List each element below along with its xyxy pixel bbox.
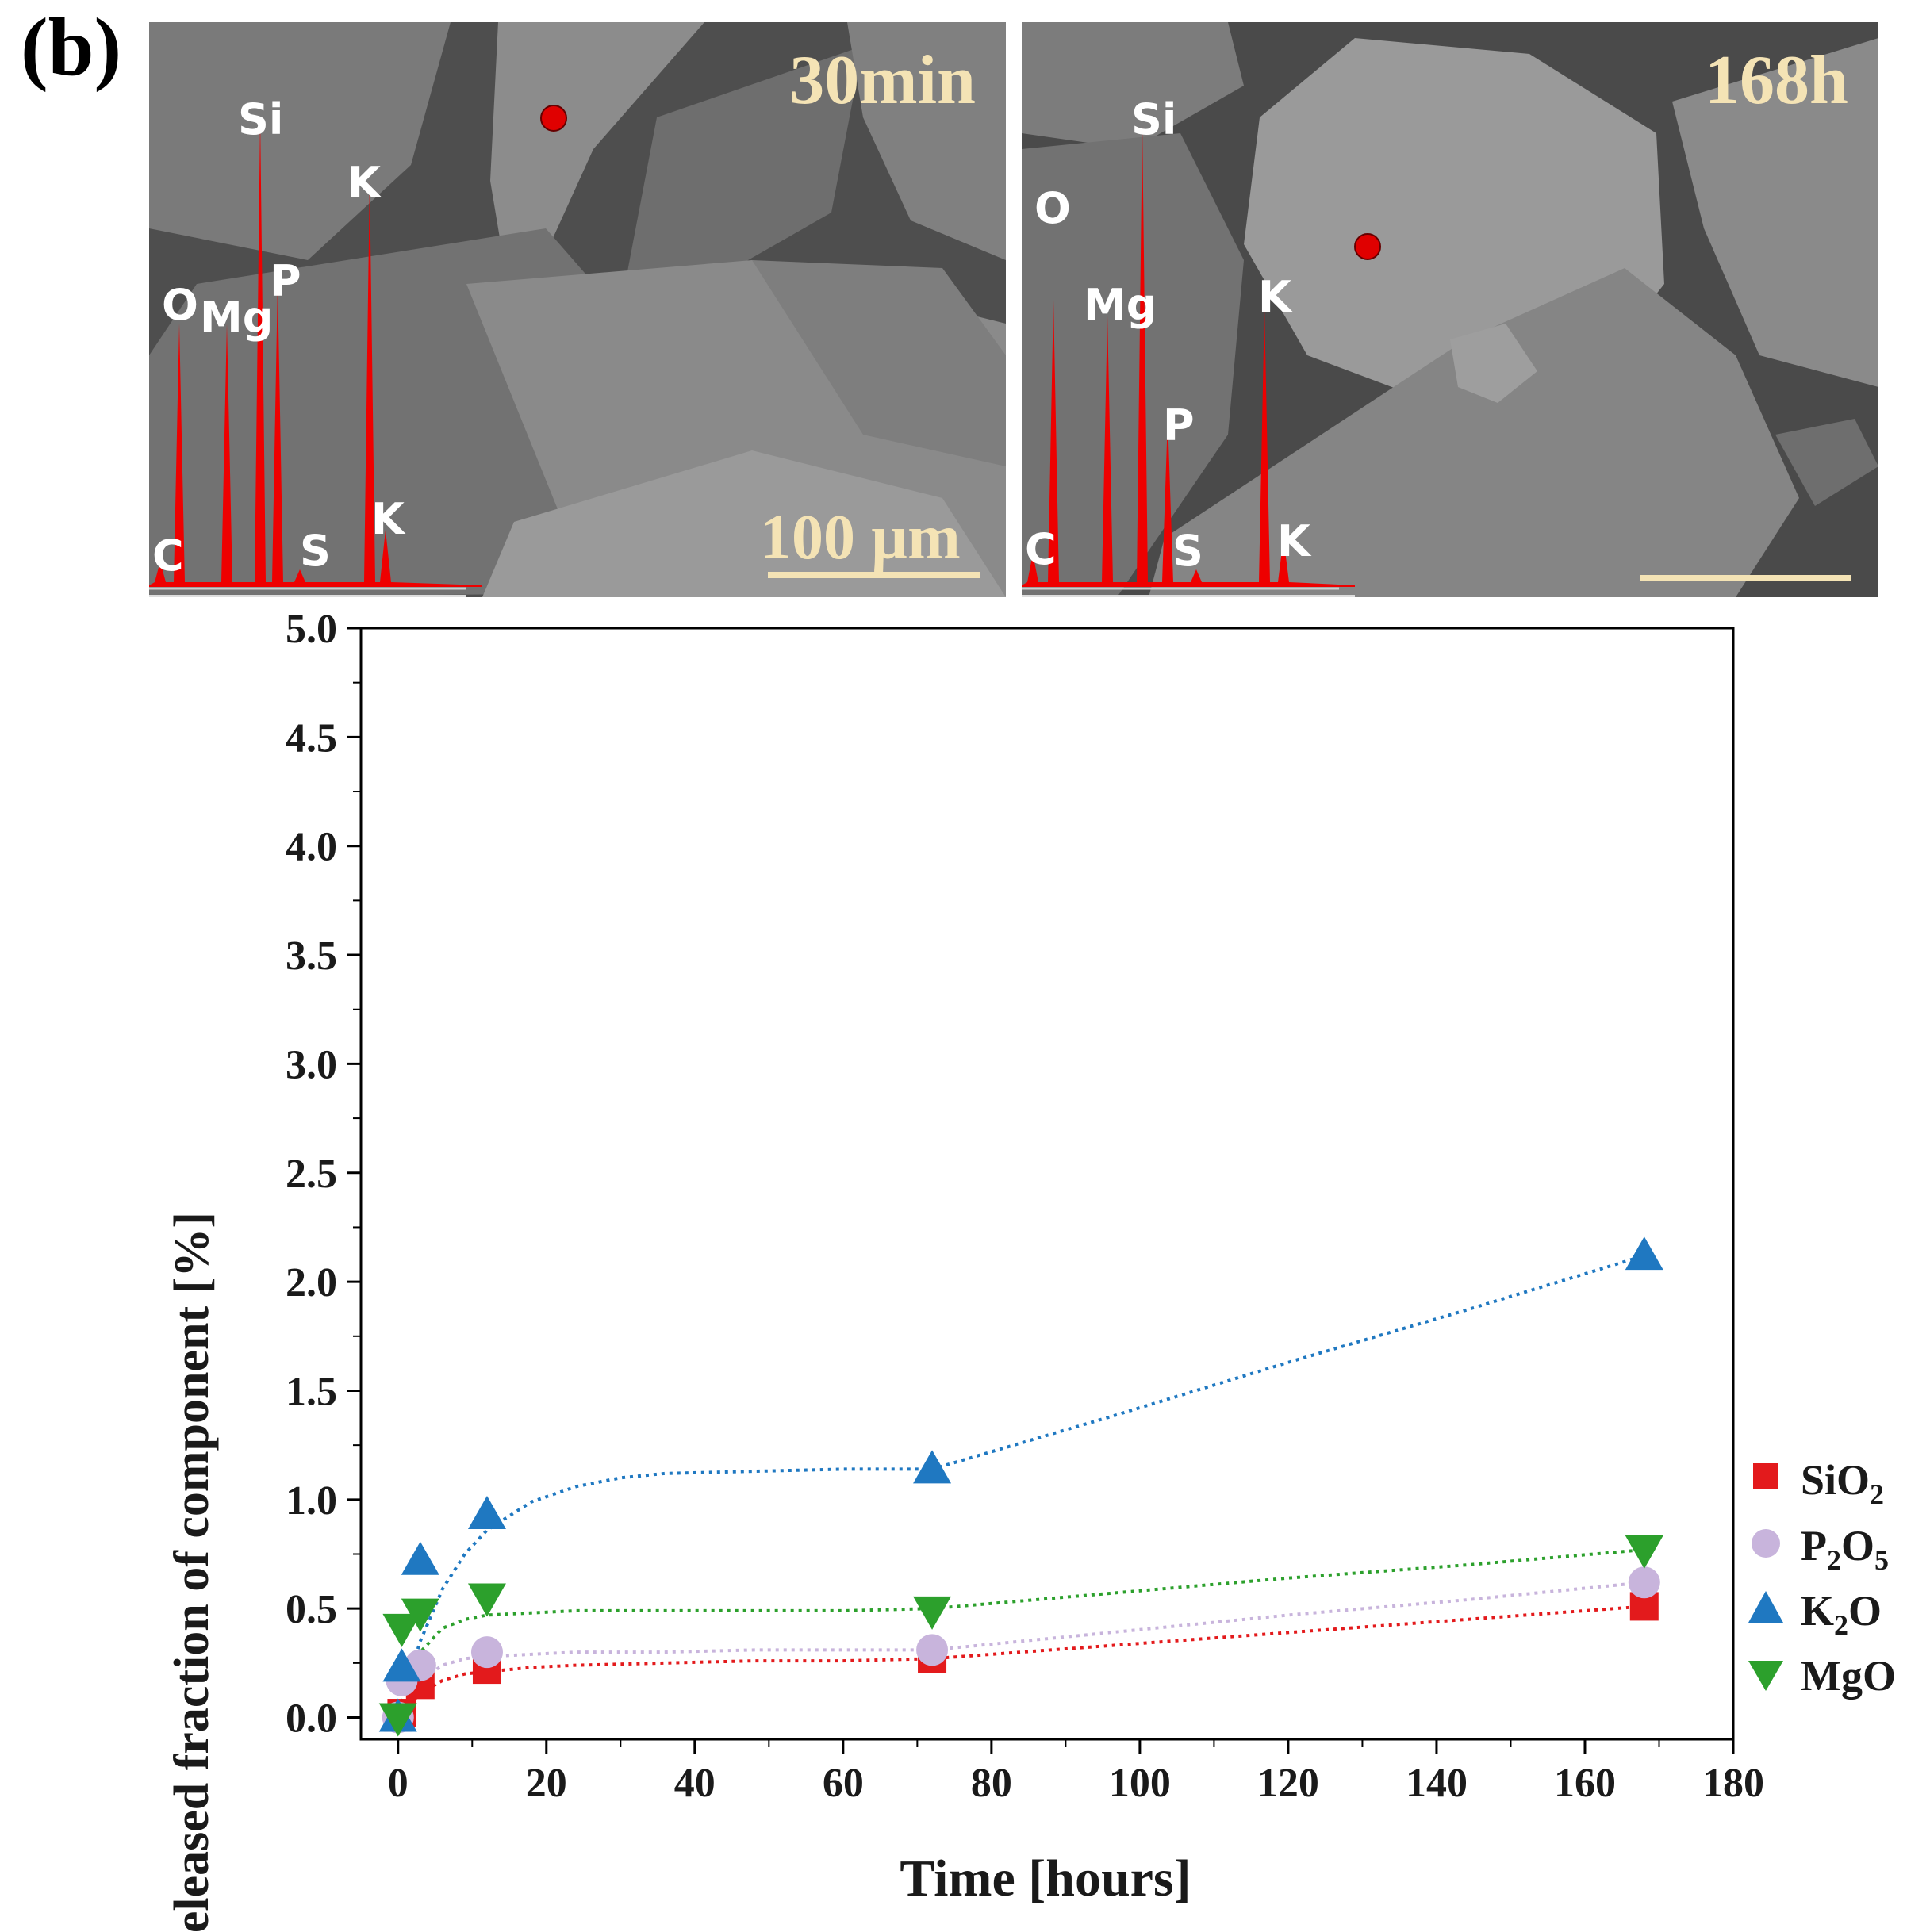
scale-bar-label: 100 µm [760, 503, 961, 573]
x-tick-label: 20 [526, 1761, 567, 1806]
sem-micrograph-30min [149, 22, 1006, 597]
time-label-168h: 168h [1705, 42, 1848, 119]
edx-spectrum-trace [1022, 125, 1355, 587]
y-tick-label: 2.0 [286, 1260, 337, 1305]
edx-peak-label-k-alpha: K [347, 158, 381, 208]
fit-lines [396, 1254, 1645, 1719]
fit-line-p2o5 [396, 1581, 1644, 1719]
legend-marker-square-icon [1753, 1463, 1778, 1489]
legend-label-k2o: K2O [1801, 1587, 1882, 1641]
time-label-30min: 30min [789, 42, 976, 119]
y-tick-label: 3.0 [286, 1042, 337, 1087]
edx-spot-marker [1354, 233, 1381, 260]
data-point-mgo [382, 1613, 421, 1647]
edx-peak-label-s: S [1172, 526, 1203, 576]
scale-bar [768, 572, 980, 578]
fit-line-sio2 [397, 1604, 1644, 1719]
y-tick-label: 1.0 [286, 1478, 337, 1524]
edx-spectrum-30min [149, 117, 482, 590]
x-tick-label: 80 [971, 1761, 1012, 1806]
y-tick-label: 4.5 [286, 715, 337, 761]
sem-image-168h: 168h C O Mg Si P S K K [1022, 22, 1878, 597]
data-point-k2o [913, 1450, 952, 1484]
edx-spectrum-168h [1022, 125, 1355, 590]
y-tick-label: 5.0 [286, 607, 337, 652]
data-point-p2o5 [916, 1634, 949, 1666]
legend-label-p2o5: P2O5 [1801, 1522, 1890, 1576]
panel-label: (b) [21, 2, 122, 93]
x-tick-label: 40 [674, 1761, 716, 1806]
legend-marker-triangle-down-icon [1748, 1661, 1783, 1691]
edx-peak-label-k-beta: K [1277, 516, 1310, 566]
edx-peak-label-k-beta: K [371, 494, 405, 544]
x-axis-title: Time [hours] [900, 1850, 1191, 1907]
data-point-k2o [1625, 1236, 1663, 1271]
legend-label-sio2: SiO2 [1801, 1456, 1885, 1510]
edx-peak-label-k-alpha: K [1258, 272, 1291, 322]
data-point-k2o [382, 1648, 421, 1682]
data-point-mgo [1625, 1535, 1663, 1570]
fit-line-mgo [396, 1548, 1644, 1719]
sem-micrograph-168h [1022, 22, 1878, 597]
edx-peak-label-c: C [1025, 524, 1057, 574]
release-chart: 0 20 40 60 80 100 120 140 160 180 0.0 0.5 1.0 1.5 2.0 2… [165, 607, 1764, 1932]
plot-frame [359, 627, 1735, 1741]
y-tick-label: 4.0 [286, 825, 337, 870]
legend-label-mgo: MgO [1801, 1652, 1896, 1700]
data-point-mgo [467, 1583, 506, 1617]
data-point-k2o [467, 1496, 506, 1530]
data-points [378, 1236, 1663, 1737]
y-tick-label: 3.5 [286, 933, 337, 979]
x-tick-label: 60 [823, 1761, 864, 1806]
scale-bar [1640, 575, 1851, 581]
data-point-mgo [401, 1598, 439, 1632]
y-tick-label: 2.5 [286, 1152, 337, 1197]
legend-marker-circle-icon [1752, 1529, 1780, 1558]
sem-image-30min: 30min 100 µm C O Mg Si P S K K [149, 22, 1006, 597]
data-point-mgo [913, 1596, 952, 1630]
edx-peak-label-p: P [270, 256, 301, 306]
edx-peak-label-si: Si [238, 94, 284, 144]
x-tick-label: 160 [1554, 1761, 1616, 1806]
data-point-p2o5 [1628, 1566, 1660, 1599]
data-point-mgo [378, 1703, 417, 1737]
x-tick-label: 0 [388, 1761, 409, 1806]
edx-peak-label-si: Si [1131, 94, 1177, 144]
chart-axes: 0 20 40 60 80 100 120 140 160 180 0.0 0.5 1.0 1.5 2.0 2… [286, 607, 1764, 1806]
edx-peak-label-mg: Mg [1084, 280, 1157, 330]
edx-peak-label-mg: Mg [200, 293, 274, 343]
y-tick-label: 1.5 [286, 1369, 337, 1414]
x-tick-label: 120 [1257, 1761, 1319, 1806]
data-point-k2o [401, 1541, 439, 1575]
y-tick-label: 0.5 [286, 1587, 337, 1632]
y-tick-label: 0.0 [286, 1696, 337, 1742]
fit-line-k2o [396, 1254, 1645, 1719]
x-tick-label: 180 [1702, 1761, 1764, 1806]
edx-spectrum-trace [149, 117, 482, 587]
edx-peak-label-p: P [1163, 401, 1195, 450]
edx-peak-label-s: S [300, 526, 331, 576]
legend-marker-triangle-up-icon [1748, 1591, 1783, 1623]
y-axis-title: Released fraction of component [%] [165, 1212, 219, 1932]
edx-peak-label-o: O [1034, 183, 1071, 233]
data-point-p2o5 [470, 1636, 503, 1669]
edx-peak-label-c: C [152, 531, 184, 581]
x-tick-label: 100 [1109, 1761, 1171, 1806]
edx-spot-marker [540, 105, 567, 132]
x-tick-label: 140 [1406, 1761, 1468, 1806]
edx-peak-label-o: O [162, 280, 198, 330]
